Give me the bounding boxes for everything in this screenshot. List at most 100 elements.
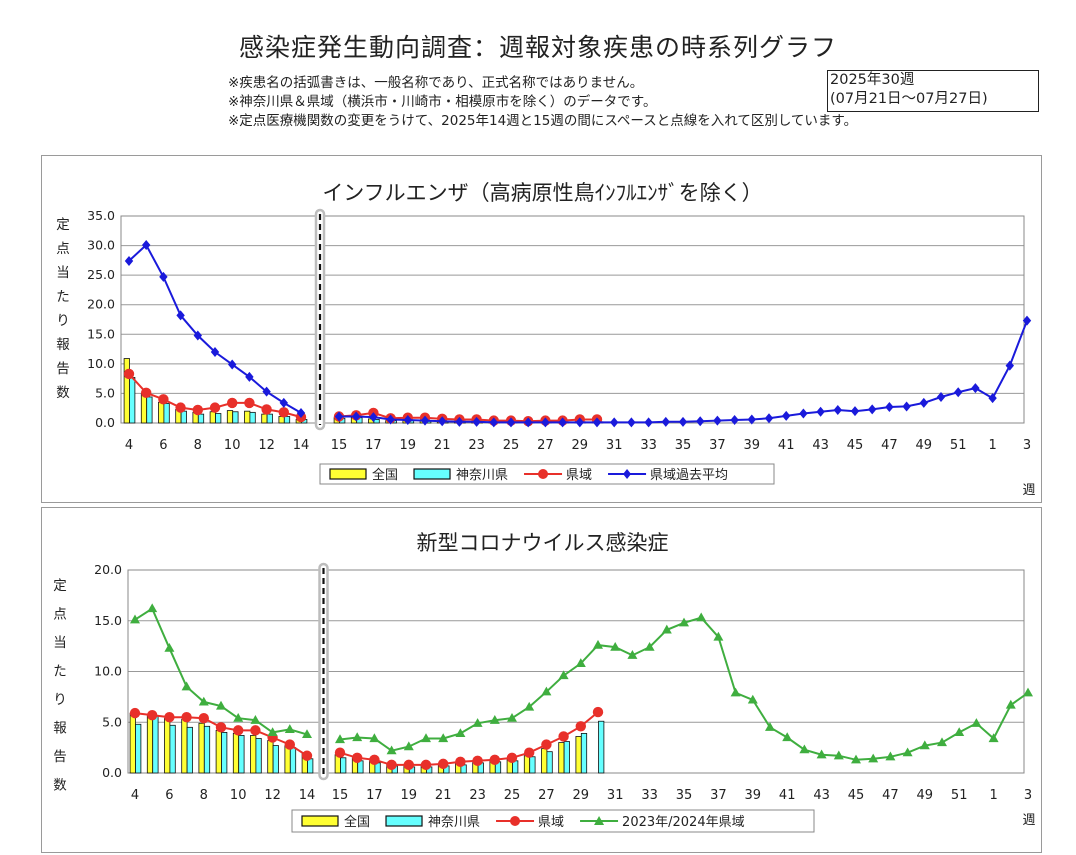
data-point [936,391,946,402]
legend-label: 全国 [344,814,370,830]
series-line [128,243,302,414]
y-tick-label: 5.0 [102,714,122,729]
x-tick-label: 10 [224,438,241,453]
data-point [386,759,397,771]
bar [198,722,205,774]
legend-item: 全国 [329,467,398,483]
data-point [902,747,913,757]
data-point [455,416,464,427]
series-line [338,411,597,423]
data-point [610,417,619,428]
data-point [455,728,466,738]
data-point [233,725,244,736]
legend-label: 県域過去平均 [650,468,728,483]
data-point [181,681,192,691]
x-tick-label: 29 [573,788,590,803]
x-tick-label: 33 [640,438,657,453]
data-point [730,687,741,697]
y-tick-label: 35.0 [87,208,115,223]
data-point [403,415,412,426]
x-tick-label: 27 [537,438,554,453]
data-point [228,359,237,370]
legend-marker [623,469,632,479]
x-tick-label: 17 [366,788,383,803]
data-point [386,745,397,755]
data-point [369,412,378,423]
x-tick-label: 37 [709,438,726,453]
bar [340,757,347,774]
bar [289,747,297,774]
data-point [1022,315,1032,326]
data-point [198,712,209,724]
legend-marker [594,816,605,825]
legend-label: 県域 [538,815,564,830]
x-tick-label: 12 [264,788,281,803]
data-point [279,397,288,408]
data-point [764,413,774,424]
chart-title: 新型コロナウイルス感染症 [417,531,669,555]
data-point [334,747,346,758]
data-point [192,404,203,416]
x-tick-label: 47 [881,438,898,453]
data-point [1023,687,1033,697]
x-tick-label: 31 [607,788,624,803]
bar [238,735,245,774]
data-point [420,415,430,426]
data-point [420,759,432,771]
bar [307,758,314,774]
x-tick-label: 51 [950,438,967,453]
bar [135,723,142,774]
x-tick-label: 1 [988,438,996,453]
data-point [799,408,808,419]
x-tick-label: 19 [400,438,417,453]
legend-marker [538,469,549,479]
bar [129,712,136,774]
data-point [971,383,980,394]
x-tick-label: 1 [989,788,997,803]
data-point [558,670,569,680]
bar [146,396,153,424]
data-point [971,718,982,727]
legend-item: 県域過去平均 [608,468,728,483]
legend-item: 2023年/2024年県域 [580,815,745,830]
y-axis-label-char: た [53,664,67,680]
data-point [868,404,877,415]
data-point [833,750,844,760]
legend-label: 神奈川県 [456,468,508,483]
data-point [1005,360,1014,371]
data-point [158,394,169,405]
x-tick-label: 35 [675,438,692,453]
legend-swatch [329,468,367,480]
data-point [198,696,209,706]
legend-label: 神奈川県 [428,815,480,830]
y-tick-label: 5.0 [95,385,115,400]
data-point [129,707,141,719]
data-point [267,727,278,736]
data-point [644,417,653,428]
data-point [575,417,584,428]
influenza-chart: インフルエンザ（高病原性鳥ｲﾝﾌﾙｴﾝｻﾞを除く） 0.0 5.0 10.0 15.0 2… [56,181,1035,498]
data-point [302,729,312,739]
data-point [524,747,535,758]
bar [575,736,582,774]
x-tick-label: 33 [641,788,658,803]
data-point [696,612,707,622]
data-point [885,751,896,761]
bar [129,377,136,424]
x-tick-label: 25 [504,788,521,803]
bar [272,745,279,774]
data-point [627,417,636,428]
data-point [713,415,722,426]
bar [215,729,222,774]
bar [558,742,565,774]
data-point [541,739,552,750]
data-point [489,754,500,766]
data-point [438,416,447,427]
data-point [782,732,793,742]
data-point [679,617,689,627]
data-point [215,722,227,733]
data-point [730,415,739,426]
x-tick-label: 15 [332,788,349,803]
x-tick-label: 43 [813,788,830,803]
data-point [661,416,670,427]
